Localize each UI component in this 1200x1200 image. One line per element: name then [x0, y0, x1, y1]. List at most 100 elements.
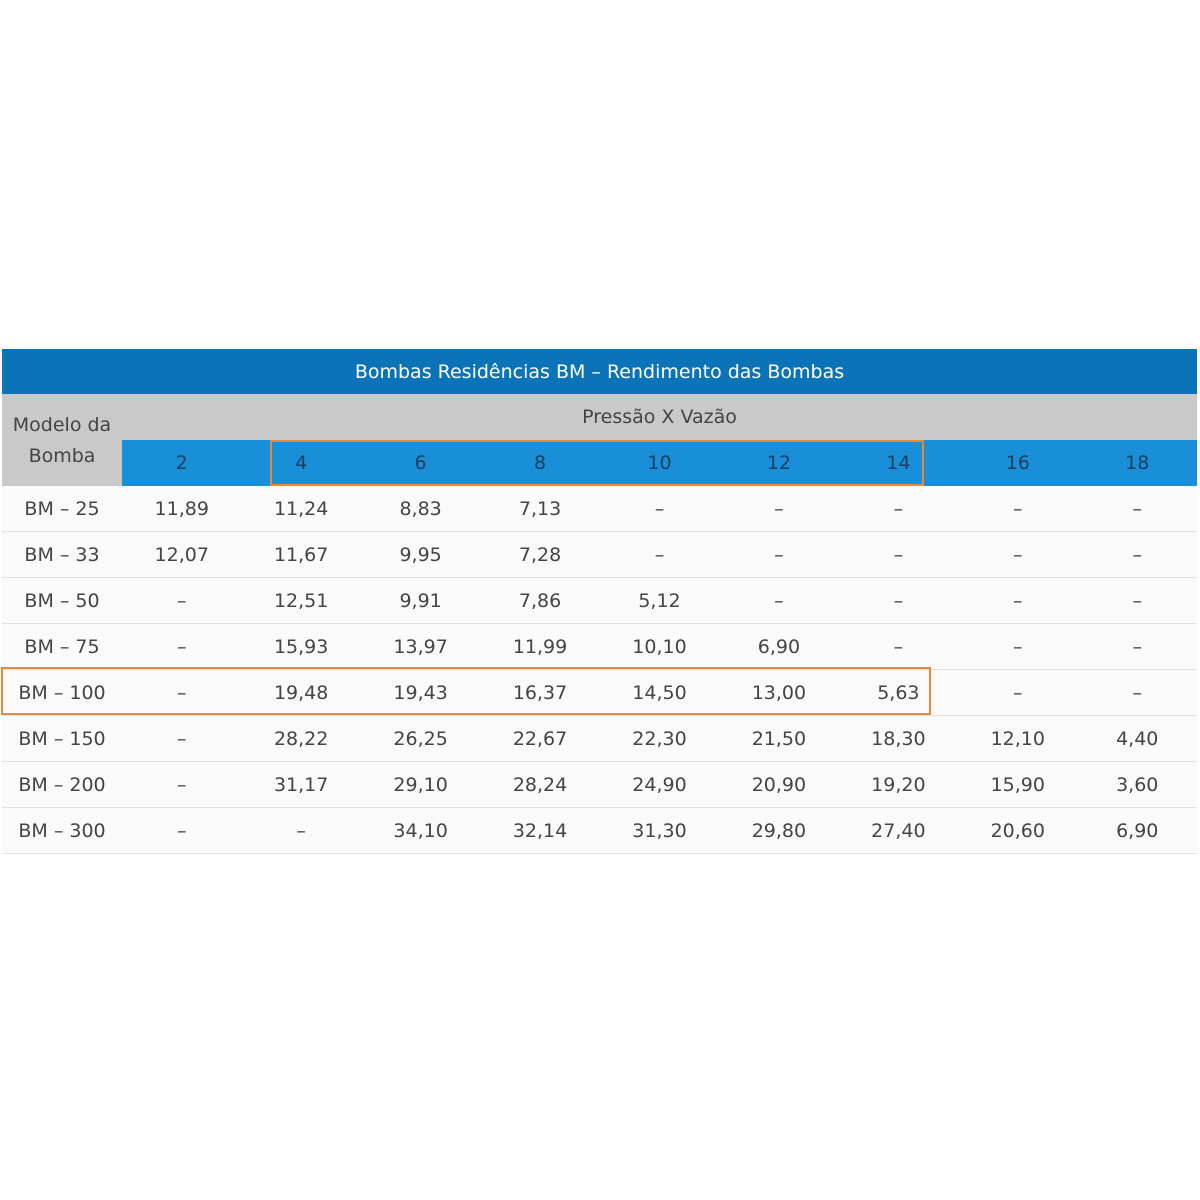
table-title: Bombas Residências BM – Rendimento das B… [2, 349, 1197, 394]
corner-header: Modelo da Bomba [2, 394, 122, 486]
value-cell: – [122, 807, 242, 854]
value-cell: 9,91 [360, 577, 481, 624]
value-cell: – [958, 623, 1078, 670]
value-cell: 5,12 [599, 577, 720, 624]
value-cell: 24,90 [599, 761, 720, 808]
value-cell: 14,50 [599, 669, 720, 716]
value-cell: 11,67 [241, 531, 361, 578]
value-cell: – [1077, 623, 1197, 670]
value-cell: – [599, 531, 720, 578]
value-cell: 19,20 [838, 761, 959, 808]
value-cell: 28,22 [241, 715, 361, 762]
value-cell: 16,37 [480, 669, 600, 716]
value-cell: 32,14 [480, 807, 600, 854]
value-cell: – [719, 577, 839, 624]
table-body: BM – 25 11,89 11,24 8,83 7,13– – – – – BM – 33 12,… [2, 486, 1197, 854]
value-cell: 15,93 [241, 623, 361, 670]
value-cell: – [599, 486, 720, 532]
value-cell: – [122, 761, 242, 808]
model-cell: BM – 100 [2, 669, 122, 716]
table-row: BM – 50–12,51 9,91 7,86 5,12– – – – [2, 577, 1197, 624]
value-cell: – [958, 669, 1078, 716]
value-cell: 12,10 [958, 715, 1078, 762]
value-cell: 9,95 [360, 531, 481, 578]
table-row: BM – 150–28,22 26,25 22,67 22,30 21,50 18,30 1… [2, 715, 1197, 762]
value-cell: 12,51 [241, 577, 361, 624]
value-cell: 26,25 [360, 715, 481, 762]
value-cell: 20,90 [719, 761, 839, 808]
group-header: Pressão X Vazão [122, 394, 1197, 440]
value-cell: – [958, 486, 1078, 532]
value-cell: – [1077, 486, 1197, 532]
column-header: 6 [360, 440, 481, 486]
model-cell: BM – 200 [2, 761, 122, 808]
table-row: BM – 75–15,93 13,97 11,99 10,10 6,90– – – [2, 623, 1197, 670]
value-cell: – [838, 486, 959, 532]
value-cell: – [838, 577, 959, 624]
value-cell: 6,90 [719, 623, 839, 670]
column-header: 18 [1077, 440, 1197, 486]
model-cell: BM – 150 [2, 715, 122, 762]
value-cell: 13,97 [360, 623, 481, 670]
value-cell: 19,48 [241, 669, 361, 716]
value-cell: 4,40 [1077, 715, 1197, 762]
value-cell: 20,60 [958, 807, 1078, 854]
column-header: 12 [719, 440, 839, 486]
value-cell: – [122, 669, 242, 716]
value-cell: 34,10 [360, 807, 481, 854]
table-row: BM – 100–19,48 19,43 16,37 14,50 13,00 5,63– – [2, 669, 1197, 716]
value-cell: – [958, 577, 1078, 624]
table-row: BM – 33 12,07 11,67 9,95 7,28– – – – – [2, 531, 1197, 578]
value-cell: 29,10 [360, 761, 481, 808]
column-header-row: 2 4 6 8 10 12 14 16 18 [2, 440, 1197, 486]
value-cell: 11,89 [122, 486, 242, 532]
value-cell: – [719, 531, 839, 578]
value-cell: 19,43 [360, 669, 481, 716]
value-cell: – [122, 623, 242, 670]
model-cell: BM – 25 [2, 486, 122, 532]
column-header: 8 [480, 440, 600, 486]
table-row: BM – 200–31,17 29,10 28,24 24,90 20,90 19,20 1… [2, 761, 1197, 808]
value-cell: 11,99 [480, 623, 600, 670]
value-cell: 29,80 [719, 807, 839, 854]
value-cell: 10,10 [599, 623, 720, 670]
value-cell: 8,83 [360, 486, 481, 532]
model-cell: BM – 75 [2, 623, 122, 670]
model-cell: BM – 33 [2, 531, 122, 578]
value-cell: 7,86 [480, 577, 600, 624]
value-cell: 28,24 [480, 761, 600, 808]
value-cell: 12,07 [122, 531, 242, 578]
value-cell: 5,63 [838, 669, 959, 716]
value-cell: 11,24 [241, 486, 361, 532]
value-cell: 31,17 [241, 761, 361, 808]
value-cell: 21,50 [719, 715, 839, 762]
pump-table: Bombas Residências BM – Rendimento das B… [2, 349, 1197, 854]
value-cell: – [1077, 531, 1197, 578]
value-cell: 27,40 [838, 807, 959, 854]
value-cell: – [1077, 669, 1197, 716]
value-cell: 22,67 [480, 715, 600, 762]
highlight-columns [270, 440, 924, 486]
value-cell: 7,28 [480, 531, 600, 578]
table-row: BM – 25 11,89 11,24 8,83 7,13– – – – – [2, 486, 1197, 532]
value-cell: – [241, 807, 361, 854]
value-cell: 31,30 [599, 807, 720, 854]
column-header: 16 [958, 440, 1078, 486]
value-cell: – [958, 531, 1078, 578]
value-cell: – [122, 577, 242, 624]
model-cell: BM – 50 [2, 577, 122, 624]
column-header: 14 [838, 440, 959, 486]
value-cell: 3,60 [1077, 761, 1197, 808]
column-header: 2 [122, 440, 242, 486]
column-header: 4 [241, 440, 361, 486]
value-cell: – [838, 531, 959, 578]
value-cell: 7,13 [480, 486, 600, 532]
model-cell: BM – 300 [2, 807, 122, 854]
value-cell: – [838, 623, 959, 670]
column-header: 10 [599, 440, 720, 486]
value-cell: – [1077, 577, 1197, 624]
value-cell: 6,90 [1077, 807, 1197, 854]
table-row: BM – 300– –34,10 32,14 31,30 29,80 27,40 20,60… [2, 807, 1197, 854]
highlight-row [1, 667, 931, 715]
